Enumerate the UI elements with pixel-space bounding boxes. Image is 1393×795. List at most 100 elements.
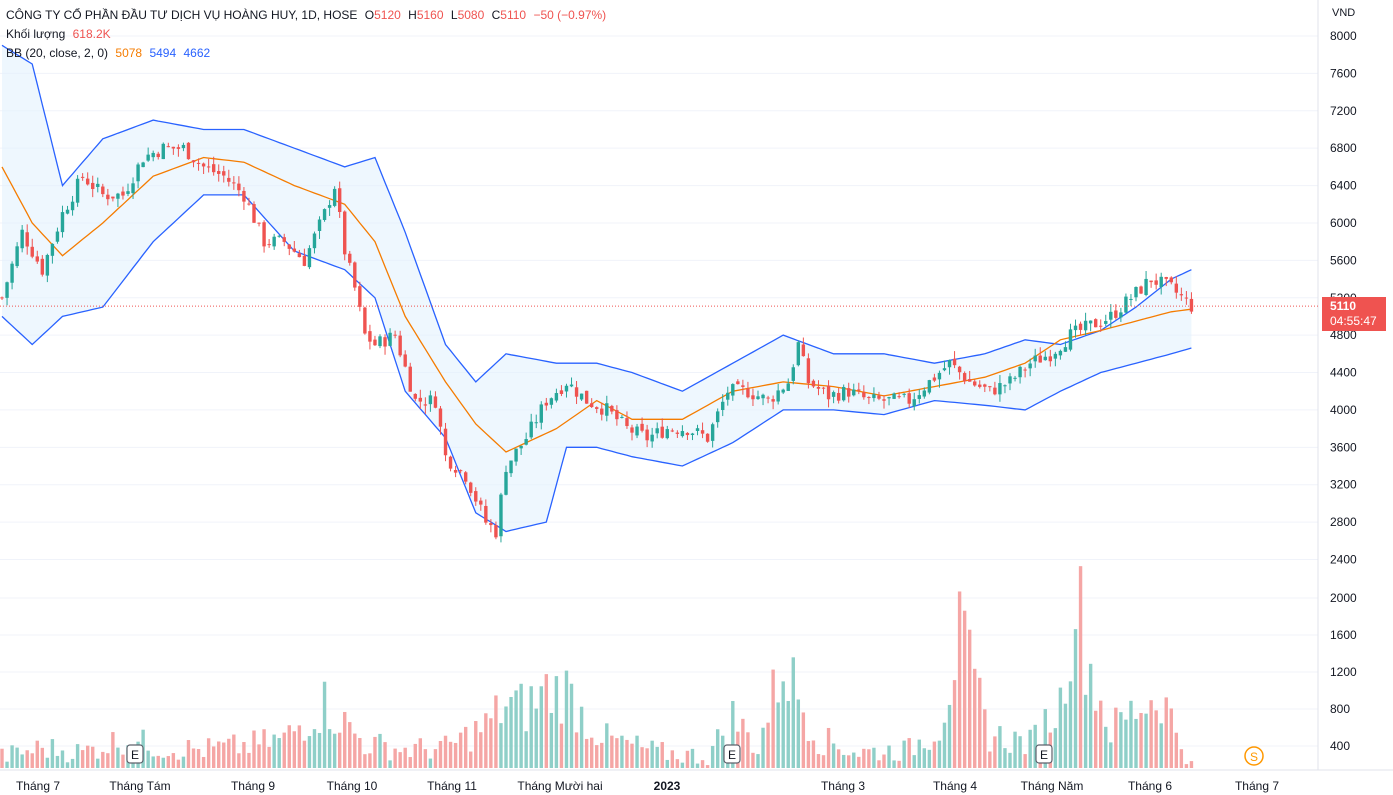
candle-body — [106, 194, 110, 200]
candle-body — [297, 253, 302, 258]
candle-body — [1189, 298, 1194, 312]
candle-body — [645, 429, 649, 441]
earnings-marker-box — [126, 744, 144, 764]
candle-body — [1099, 325, 1103, 327]
volume-bar — [443, 735, 448, 768]
volume-bar — [741, 718, 745, 768]
volume-bar — [877, 760, 881, 768]
candle-body — [91, 182, 95, 190]
candle-body — [605, 403, 609, 416]
bb-basis-value: 5078 — [115, 46, 143, 60]
volume-bar — [499, 723, 503, 768]
time-tick-label: Tháng 11 — [427, 779, 477, 793]
candle-body — [181, 144, 186, 149]
candle-body — [680, 431, 685, 437]
candle-body — [957, 366, 962, 373]
volume-bar — [5, 761, 9, 768]
candle-body — [1008, 376, 1012, 384]
candle-body — [1028, 363, 1032, 369]
volume-bar — [489, 718, 493, 768]
candle-body — [10, 263, 14, 283]
candle-body — [111, 196, 115, 199]
volume-bar — [171, 753, 176, 768]
candle-body — [343, 211, 347, 255]
candle-body — [993, 387, 997, 395]
candle-body — [116, 193, 120, 199]
volume-bar — [242, 742, 246, 768]
volume-bar — [438, 740, 443, 768]
last-price: 5110 — [1330, 299, 1357, 313]
volume-bar — [690, 748, 695, 768]
candle-body — [806, 358, 811, 384]
volume-bar — [826, 727, 831, 768]
candle-body — [746, 388, 750, 398]
candle-body — [489, 523, 493, 526]
candle-body — [549, 398, 554, 405]
volume-bar — [978, 677, 982, 768]
bb-upper-value: 5494 — [149, 46, 177, 60]
time-tick-label: Tháng 9 — [231, 779, 275, 793]
volume-bar — [927, 749, 932, 768]
candle-body — [277, 235, 281, 237]
volume-bar — [1124, 719, 1128, 768]
volume-bar — [479, 732, 483, 768]
candle-body — [947, 360, 952, 368]
candle-body — [479, 500, 483, 505]
volume-bar — [116, 747, 120, 768]
candle-body — [726, 392, 730, 400]
volume-bar — [322, 681, 327, 768]
time-tick-label: Tháng 3 — [821, 779, 865, 793]
candle-body — [322, 209, 327, 221]
volume-bar — [847, 755, 851, 768]
candle-body — [474, 491, 478, 502]
volume-label: Khối lượng — [6, 27, 66, 41]
candle-body — [348, 253, 352, 263]
volume-bar — [796, 699, 801, 768]
volume-bar — [1008, 752, 1012, 768]
candle-body — [272, 236, 276, 247]
candle-body — [408, 366, 412, 392]
candle-body — [1134, 286, 1138, 298]
volume-bar — [343, 711, 347, 768]
candle-body — [1139, 286, 1143, 294]
volume-bar — [1169, 708, 1173, 768]
time-axis[interactable]: Tháng 7 Tháng Tám Tháng 9 Tháng 10 Tháng 11 T… — [16, 779, 1279, 793]
candle-body — [1144, 278, 1148, 295]
candle-body — [1043, 356, 1047, 361]
volume-bar — [227, 738, 231, 768]
candlesticks — [0, 142, 1318, 543]
price-tick-label: 6800 — [1330, 141, 1357, 155]
volume-bar — [494, 695, 498, 768]
volume-bar — [685, 750, 690, 768]
candle-body — [665, 429, 669, 439]
candle-body — [358, 286, 362, 307]
candle-body — [252, 204, 256, 223]
candle-body — [978, 384, 982, 387]
volume-bar — [1129, 700, 1133, 768]
volume-bar — [423, 749, 428, 768]
volume-bar — [695, 763, 700, 768]
volume-bar — [761, 727, 765, 768]
candle-body — [368, 331, 372, 342]
volume-bar — [579, 706, 584, 768]
volume-bar — [902, 740, 906, 768]
candle-body — [1104, 321, 1108, 324]
candle-body — [635, 426, 639, 436]
candle-body — [217, 171, 221, 174]
candle-body — [852, 389, 856, 396]
time-tick-label: Tháng Năm — [1021, 779, 1084, 793]
volume-bar — [106, 753, 110, 768]
price-axis[interactable]: 2400280032003600400044004800520056006000… — [1330, 29, 1357, 753]
candle-body — [327, 205, 332, 208]
volume-bar — [383, 742, 387, 768]
volume-bar — [358, 738, 362, 768]
volume-bar — [80, 750, 85, 768]
candle-body — [766, 397, 770, 399]
price-tick-label: 2400 — [1330, 553, 1357, 567]
volume-bar — [907, 738, 911, 768]
time-tick-label: Tháng 4 — [933, 779, 977, 793]
volume-bar — [1109, 742, 1113, 768]
volume-bar — [267, 746, 271, 768]
